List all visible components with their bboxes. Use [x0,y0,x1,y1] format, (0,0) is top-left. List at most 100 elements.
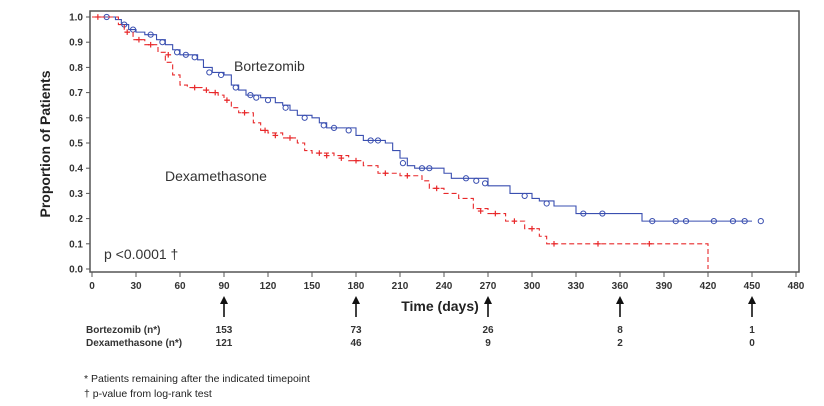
x-tick-label: 0 [89,281,95,292]
y-tick-label: 0.1 [69,239,83,250]
x-tick-label: 330 [568,281,585,292]
risk-row-label: Bortezomib (n*) [86,325,160,336]
censor-mark [301,114,308,121]
censor-mark [599,210,606,217]
footnote-patients-remaining: * Patients remaining after the indicated… [84,373,310,385]
series-label-bortezomib: Bortezomib [234,58,305,74]
x-tick-label: 150 [304,281,321,292]
p-value-annotation: p <0.0001 † [104,246,178,262]
timepoint-arrow-icon [220,296,228,317]
censor-mark [224,97,230,103]
series-bortezomib [92,13,764,225]
censor-mark [338,155,345,161]
censor-mark [367,137,374,144]
censor-mark [551,241,557,247]
censor-mark [323,152,330,159]
censor-mark [595,241,601,247]
censor-mark [159,39,166,46]
censor-mark [757,218,764,225]
x-tick-label: 180 [348,281,365,292]
y-axis: 0.0 0.1 0.2 0.3 0.4 0.5 0.6 0.7 0.8 0.9 1.0 [69,13,90,276]
censor-mark [682,218,690,225]
y-tick-label: 0.0 [69,265,83,276]
censor-mark [191,84,198,91]
censor-mark [95,14,101,20]
x-tick-label: 390 [656,281,673,292]
risk-count: 8 [617,325,623,336]
censor-mark [729,218,737,225]
x-tick-label: 30 [130,281,142,292]
arrow-head [748,296,756,304]
y-tick-label: 0.3 [69,189,83,200]
censor-mark [173,49,181,56]
censor-mark [426,165,433,172]
censor-mark [330,124,338,131]
censor-mark [649,218,656,225]
censor-mark [433,185,440,192]
censor-mark [264,97,272,104]
arrow-head [616,296,624,304]
arrow-head [484,296,492,304]
censor-mark [282,104,289,111]
censor-mark [203,87,210,93]
risk-row-label: Dexamethasone (n*) [86,338,182,349]
x-tick-label: 90 [218,281,230,292]
x-tick-label: 360 [612,281,629,292]
series-layer [92,13,764,269]
x-tick-label: 300 [524,281,541,292]
censor-mark [473,177,480,184]
x-tick-label: 480 [788,281,805,292]
censor-mark [492,210,499,217]
censor-mark [147,31,154,38]
risk-count: 121 [216,338,233,349]
censor-mark [247,92,254,99]
censor-mark [462,175,470,182]
y-tick-label: 0.9 [69,38,83,49]
risk-count: 153 [216,325,233,336]
censor-mark [345,127,352,134]
risk-count: 1 [749,325,755,336]
censor-mark [287,135,293,141]
x-axis: 0 30 60 90 120 150 180 210 240 270 300 330 360 390 420… [89,272,805,292]
plot-border [89,10,800,273]
timepoint-arrow-icon [352,296,360,317]
censor-mark [477,208,484,214]
censor-mark [253,94,260,101]
survival-curve-dexamethasone [92,16,709,269]
censor-mark [353,157,359,164]
censor-mark [418,165,426,172]
arrow-head [220,296,228,304]
censor-mark [741,218,748,225]
timepoint-arrow-icon [616,296,624,317]
plot-frame [89,10,800,273]
censor-mark [241,109,248,116]
censor-mark [399,160,407,167]
risk-count: 0 [749,338,755,349]
y-tick-label: 0.7 [69,88,83,99]
y-tick-label: 0.6 [69,113,83,124]
censor-mark [710,218,717,225]
y-tick-label: 1.0 [69,13,83,24]
series-dexamethasone [92,14,709,269]
censor-mark [212,89,218,96]
x-tick-label: 450 [744,281,761,292]
censor-mark [182,51,189,58]
y-tick-label: 0.2 [69,214,83,225]
risk-count: 26 [482,325,494,336]
censor-mark [404,172,411,179]
censor-mark [272,132,279,139]
censor-mark [511,218,518,224]
censor-mark [481,180,489,187]
censor-mark [191,54,198,61]
x-axis-title: Time (days) [401,298,479,314]
censor-mark [165,52,172,58]
censor-mark [217,71,225,79]
survival-curve-bortezomib [92,16,752,222]
x-tick-label: 120 [260,281,277,292]
censor-mark [206,69,213,76]
x-tick-label: 240 [436,281,453,292]
censor-mark [136,36,142,43]
censor-mark [672,218,679,225]
risk-count: 46 [350,338,362,349]
